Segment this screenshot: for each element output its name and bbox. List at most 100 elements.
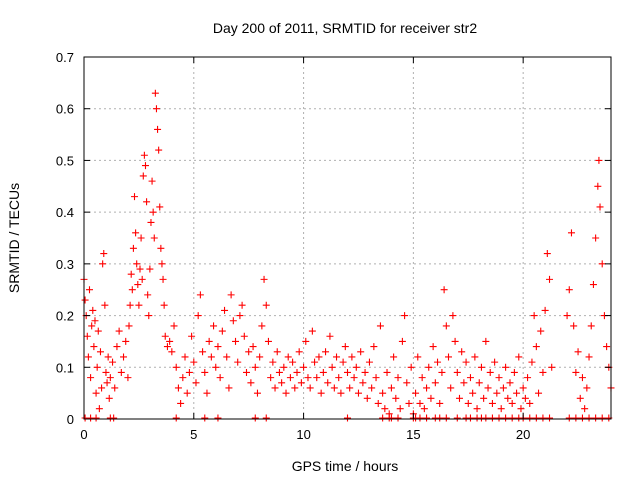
data-point <box>368 384 376 392</box>
data-point <box>412 389 420 397</box>
data-point <box>196 291 204 299</box>
y-tick-label: 0.6 <box>56 102 74 117</box>
data-point <box>420 405 428 413</box>
data-point <box>392 394 400 402</box>
x-tick-label: 10 <box>296 427 310 442</box>
y-tick-label: 0 <box>67 412 74 427</box>
data-point <box>528 358 536 366</box>
data-point <box>103 379 111 387</box>
data-point <box>585 353 593 361</box>
data-point <box>155 146 163 154</box>
data-point <box>379 389 387 397</box>
data-point <box>185 368 193 376</box>
data-point <box>348 353 356 361</box>
data-point <box>445 353 453 361</box>
data-point <box>205 337 213 345</box>
data-point <box>488 399 496 407</box>
data-point <box>148 177 156 185</box>
data-point <box>102 368 110 376</box>
data-point <box>530 312 538 320</box>
data-point <box>387 384 395 392</box>
data-point <box>278 379 286 387</box>
data-point <box>541 306 549 314</box>
data-point <box>532 343 540 351</box>
data-point <box>262 414 270 422</box>
data-point <box>94 327 102 335</box>
data-point <box>179 374 187 382</box>
data-point <box>595 156 603 164</box>
data-point <box>91 317 99 325</box>
data-point <box>462 358 470 366</box>
data-point <box>109 358 117 366</box>
data-point <box>513 389 521 397</box>
data-point <box>578 414 586 422</box>
data-point <box>565 286 573 294</box>
data-point <box>150 234 158 242</box>
x-tick-label: 5 <box>190 427 197 442</box>
data-point <box>480 394 488 402</box>
data-point <box>183 389 191 397</box>
data-point <box>574 348 582 356</box>
data-point <box>383 368 391 376</box>
data-point <box>172 363 180 371</box>
y-tick-label: 0.4 <box>56 205 74 220</box>
data-point <box>466 414 474 422</box>
axis-ticks: 0 0.1 0.2 0.3 0.4 0.5 0.6 0.7 0 5 10 15 20 <box>56 50 611 442</box>
data-point <box>100 250 108 258</box>
plot-frame <box>83 56 612 420</box>
data-point <box>190 358 198 366</box>
data-point <box>308 327 316 335</box>
data-point <box>313 374 321 382</box>
data-point <box>128 286 136 294</box>
data-point <box>282 389 290 397</box>
data-point <box>216 374 224 382</box>
chart-title: Day 200 of 2011, SRMTID for receiver str… <box>213 20 477 36</box>
data-point <box>394 374 402 382</box>
data-point <box>256 353 264 361</box>
data-point <box>407 363 415 371</box>
data-point <box>598 414 606 422</box>
data-point <box>425 363 433 371</box>
data-point <box>163 343 171 351</box>
data-point <box>267 374 275 382</box>
data-point <box>504 394 512 402</box>
data-point <box>592 234 600 242</box>
data-point <box>199 348 207 356</box>
data-point <box>333 353 341 361</box>
data-point <box>110 414 118 422</box>
data-point <box>466 374 474 382</box>
data-point <box>105 394 113 402</box>
data-point <box>442 322 450 330</box>
data-point <box>275 368 283 376</box>
data-point <box>284 353 292 361</box>
data-point <box>335 374 343 382</box>
data-point <box>84 353 92 361</box>
data-point <box>510 368 518 376</box>
data-point <box>587 322 595 330</box>
data-point <box>346 384 354 392</box>
x-tick-label: 20 <box>516 427 530 442</box>
y-tick-label: 0.5 <box>56 153 74 168</box>
data-point <box>98 384 106 392</box>
data-point <box>88 322 96 330</box>
data-point <box>264 337 272 345</box>
data-point <box>146 265 154 273</box>
data-point <box>524 374 532 382</box>
data-point <box>416 399 424 407</box>
data-point <box>101 301 109 309</box>
data-point <box>508 414 516 422</box>
data-point <box>429 343 437 351</box>
data-point <box>85 286 93 294</box>
data-point <box>370 343 378 351</box>
data-point <box>174 384 182 392</box>
data-point <box>449 312 457 320</box>
data-point <box>381 405 389 413</box>
data-point <box>521 394 529 402</box>
data-point <box>502 363 510 371</box>
data-point <box>92 414 100 422</box>
data-point <box>87 374 95 382</box>
y-tick-label: 0.7 <box>56 50 74 65</box>
data-point <box>405 399 413 407</box>
data-point <box>117 368 125 376</box>
data-point <box>506 379 514 387</box>
